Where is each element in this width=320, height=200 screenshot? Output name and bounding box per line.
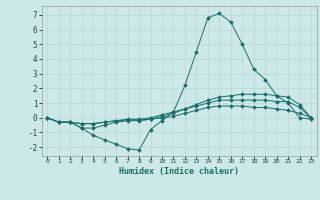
X-axis label: Humidex (Indice chaleur): Humidex (Indice chaleur) xyxy=(119,167,239,176)
